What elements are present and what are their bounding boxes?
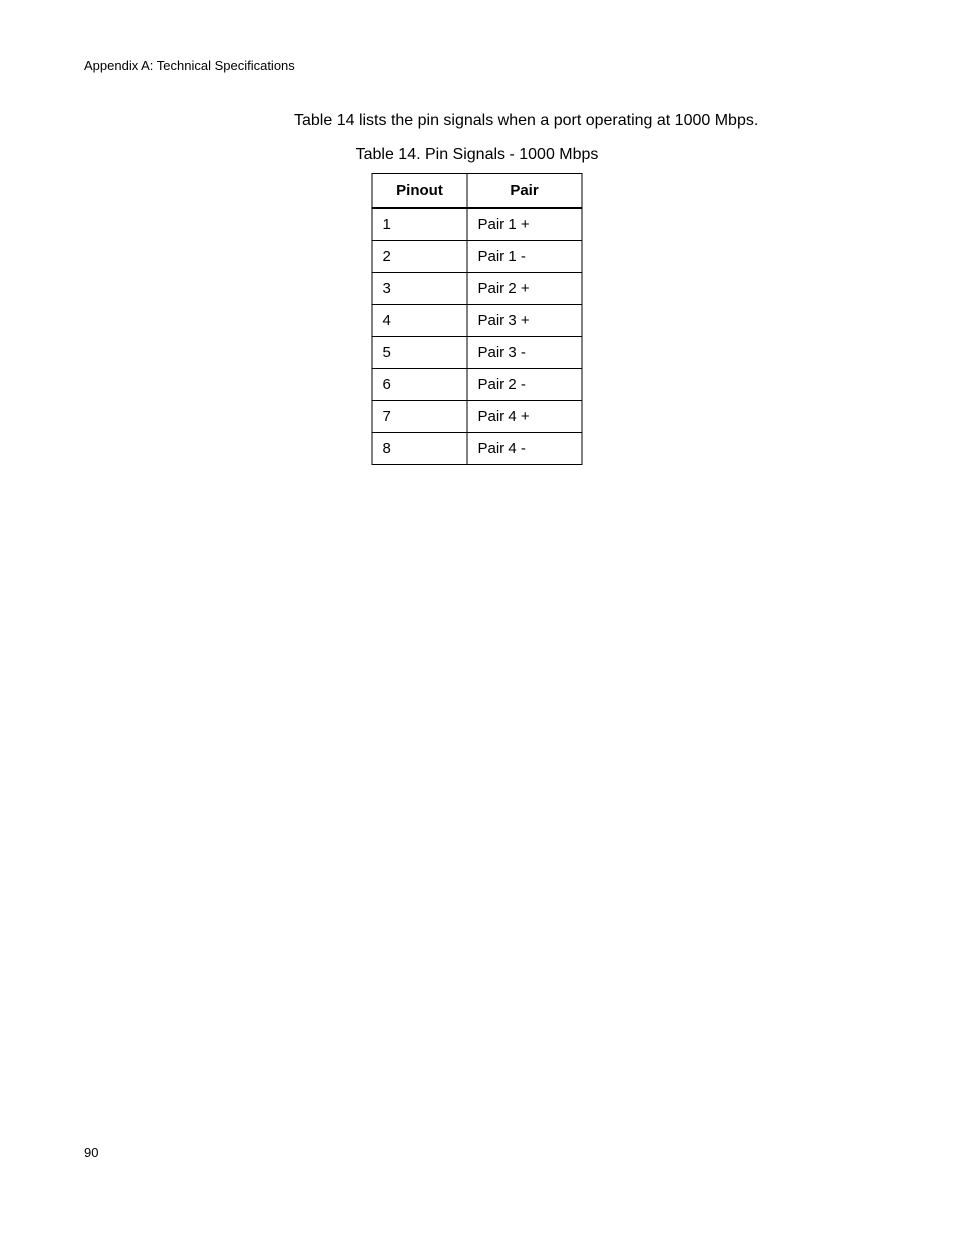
page-header: Appendix A: Technical Specifications [84, 58, 295, 73]
cell-pinout: 2 [372, 241, 467, 273]
cell-pair: Pair 1 - [467, 241, 582, 273]
pin-signals-table: Pinout Pair 1 Pair 1 + 2 Pair 1 - 3 Pair… [372, 173, 583, 465]
cell-pair: Pair 3 - [467, 337, 582, 369]
column-header-pair: Pair [467, 174, 582, 209]
cell-pair: Pair 3 + [467, 305, 582, 337]
cell-pair: Pair 2 + [467, 273, 582, 305]
table-row: 2 Pair 1 - [372, 241, 582, 273]
cell-pair: Pair 4 - [467, 433, 582, 465]
column-header-pinout: Pinout [372, 174, 467, 209]
table-row: 7 Pair 4 + [372, 401, 582, 433]
table-row: 5 Pair 3 - [372, 337, 582, 369]
cell-pinout: 6 [372, 369, 467, 401]
cell-pinout: 1 [372, 208, 467, 241]
table-header-row: Pinout Pair [372, 174, 582, 209]
cell-pair: Pair 2 - [467, 369, 582, 401]
table-row: 4 Pair 3 + [372, 305, 582, 337]
intro-paragraph: Table 14 lists the pin signals when a po… [294, 112, 758, 130]
cell-pinout: 8 [372, 433, 467, 465]
table-row: 3 Pair 2 + [372, 273, 582, 305]
table-row: 8 Pair 4 - [372, 433, 582, 465]
table-caption: Table 14. Pin Signals - 1000 Mbps [0, 146, 954, 164]
table-row: 1 Pair 1 + [372, 208, 582, 241]
table-row: 6 Pair 2 - [372, 369, 582, 401]
cell-pinout: 7 [372, 401, 467, 433]
cell-pinout: 5 [372, 337, 467, 369]
cell-pinout: 3 [372, 273, 467, 305]
cell-pair: Pair 1 + [467, 208, 582, 241]
cell-pinout: 4 [372, 305, 467, 337]
page-number: 90 [84, 1145, 98, 1160]
cell-pair: Pair 4 + [467, 401, 582, 433]
